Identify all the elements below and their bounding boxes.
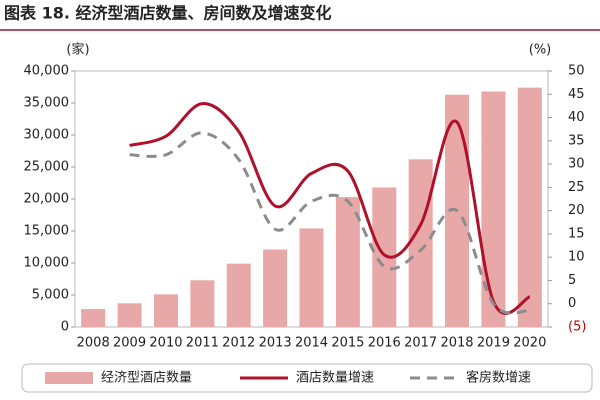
bar bbox=[481, 91, 506, 327]
y2-tick-label: 20 bbox=[568, 203, 585, 218]
x-tick-label: 2014 bbox=[295, 336, 328, 351]
y2-tick-label: 0 bbox=[568, 296, 576, 311]
bar bbox=[226, 263, 251, 327]
y-tick-label: 35,000 bbox=[24, 96, 70, 111]
y-tick-label: 5,000 bbox=[32, 288, 69, 303]
bar bbox=[190, 280, 215, 327]
y2-tick-label: 40 bbox=[568, 110, 585, 125]
y-tick-label: 0 bbox=[61, 320, 69, 335]
x-tick-label: 2017 bbox=[404, 336, 437, 351]
y2-axis-label: (%) bbox=[529, 43, 552, 58]
bar bbox=[153, 294, 178, 327]
bar bbox=[117, 303, 142, 327]
bar bbox=[408, 159, 433, 327]
legend-label: 经济型酒店数量 bbox=[101, 371, 192, 386]
chart-title: 图表 18. 经济型酒店数量、房间数及增速变化 bbox=[4, 4, 332, 23]
x-tick-label: 2016 bbox=[368, 336, 401, 351]
bar bbox=[335, 197, 360, 327]
bar bbox=[81, 309, 106, 327]
y2-tick-label: 30 bbox=[568, 157, 585, 172]
legend-frame bbox=[21, 363, 593, 393]
line bbox=[129, 131, 531, 315]
y2-tick-label: 5 bbox=[568, 273, 576, 288]
x-tick-label: 2019 bbox=[477, 336, 510, 351]
y2-tick-label: 50 bbox=[568, 64, 585, 79]
x-tick-label: 2013 bbox=[259, 336, 292, 351]
line bbox=[129, 102, 531, 315]
y-tick-label: 25,000 bbox=[24, 160, 70, 175]
y-tick-label: 10,000 bbox=[24, 256, 70, 271]
y-tick-label: 40,000 bbox=[24, 64, 70, 79]
x-tick-label: 2020 bbox=[513, 336, 546, 351]
y-tick-label: 15,000 bbox=[24, 224, 70, 239]
y2-tick-label: 15 bbox=[568, 226, 585, 241]
y2-tick-label: 10 bbox=[568, 250, 585, 265]
y-tick-label: 30,000 bbox=[24, 128, 70, 143]
legend-swatch bbox=[45, 372, 93, 384]
y-axis-label: (家) bbox=[66, 42, 89, 58]
y2-tick-label: 35 bbox=[568, 133, 585, 148]
y2-tick-label: (5) bbox=[568, 320, 586, 335]
bar bbox=[299, 228, 324, 327]
x-tick-label: 2011 bbox=[186, 336, 219, 351]
x-tick-label: 2008 bbox=[77, 336, 110, 351]
x-tick-label: 2009 bbox=[113, 336, 146, 351]
y2-tick-label: 25 bbox=[568, 180, 585, 195]
bar bbox=[517, 87, 542, 327]
legend-label: 酒店数量增速 bbox=[296, 371, 374, 386]
x-tick-label: 2015 bbox=[331, 336, 364, 351]
x-tick-label: 2018 bbox=[440, 336, 473, 351]
y-tick-label: 20,000 bbox=[24, 192, 70, 207]
legend-label: 客房数增速 bbox=[466, 370, 531, 386]
x-tick-label: 2012 bbox=[222, 336, 255, 351]
bar bbox=[263, 249, 288, 327]
y2-tick-label: 45 bbox=[568, 87, 585, 102]
x-tick-label: 2010 bbox=[149, 336, 182, 351]
